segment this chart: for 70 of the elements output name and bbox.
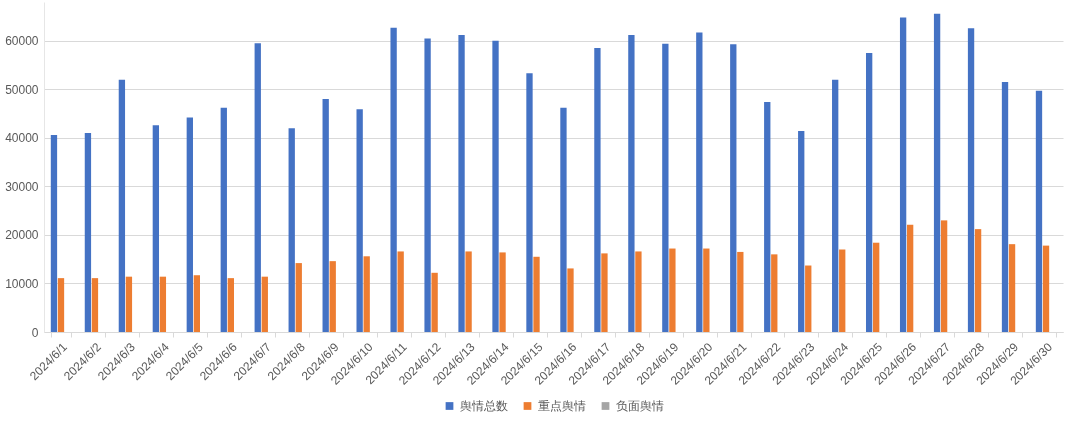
bar [839,249,846,332]
bar [737,251,744,332]
bar [390,27,397,332]
bar [118,79,126,332]
bar [431,272,438,332]
y-tick-label: 0 [31,325,39,340]
bar [873,242,880,332]
bar [974,229,982,332]
bar [933,13,941,332]
bar [458,35,465,332]
bar [254,43,261,332]
bar [1035,90,1043,332]
bar [805,265,812,332]
bar [193,275,201,332]
bar [771,254,778,332]
bar [628,35,635,332]
bar [560,107,567,332]
bar [329,261,336,332]
bar [601,253,608,332]
bar [1042,245,1050,332]
bar [764,101,771,332]
bar [288,128,295,332]
bar [499,252,506,332]
bar [730,44,737,332]
bar [492,40,499,332]
bar [84,133,92,332]
bar [696,32,703,332]
bar [261,276,268,332]
bar [227,278,234,332]
y-tick-label: 60000 [5,34,39,49]
bar [220,107,227,332]
bar [899,17,907,332]
bar [798,131,805,332]
bar [356,109,363,332]
bar [526,73,533,332]
y-tick-label: 50000 [5,82,39,97]
y-tick-label: 30000 [5,179,39,194]
bar [91,278,99,332]
bar [50,134,58,332]
bar [865,52,873,332]
legend-label: 重点舆情 [537,399,586,413]
bar [159,276,167,332]
bar [703,248,710,332]
bar [832,79,839,332]
y-tick-label: 20000 [5,228,39,243]
bar [295,263,302,332]
bar [363,256,370,332]
bar [424,38,431,332]
bar [594,48,601,332]
bar [635,251,642,332]
y-tick-label: 10000 [5,276,39,291]
legend-label: 舆情总数 [459,399,508,413]
bar [152,125,160,332]
bar [1008,244,1016,332]
bar [186,117,193,332]
bar [397,251,404,332]
bar [669,248,676,332]
bar [967,28,975,332]
bar [465,251,472,332]
bar [940,220,948,332]
legend-label: 负面舆情 [615,399,664,413]
bar [125,276,133,332]
bar [57,278,65,332]
y-tick-label: 40000 [5,131,39,146]
bar [1001,82,1009,332]
bar [533,256,540,332]
bar [322,99,329,332]
bar [567,268,574,332]
bar [662,43,669,332]
bar [906,224,914,332]
